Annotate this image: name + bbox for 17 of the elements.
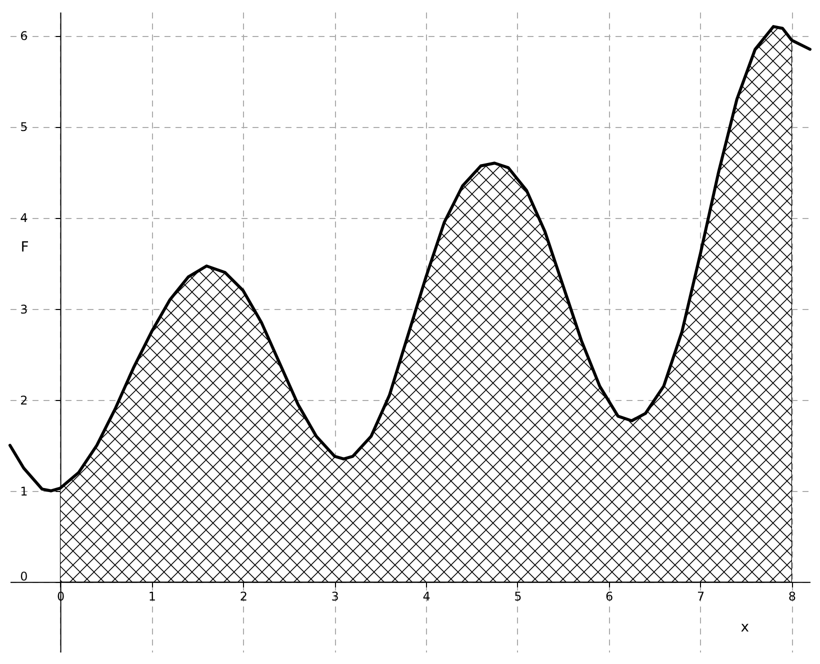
x-tick-label: 2	[240, 589, 248, 604]
y-tick-label: 6	[20, 29, 28, 44]
x-tick-label: 6	[606, 589, 614, 604]
y-tick-label: 2	[20, 393, 28, 408]
x-tick-label: 3	[331, 589, 339, 604]
y-tick-label: 1	[20, 484, 28, 498]
y-tick-label: 4	[20, 211, 28, 226]
y-tick-label: 3	[20, 302, 28, 316]
y-axis-title: F	[20, 240, 29, 256]
x-tick-label: 1	[148, 589, 156, 604]
x-tick-label: 7	[696, 589, 705, 604]
x-tick-label: 8	[788, 589, 796, 604]
x-tick-label: 4	[422, 589, 430, 604]
x-axis-title: x	[740, 619, 750, 636]
y-tick-label: 0	[20, 569, 28, 584]
x-tick-label: 5	[514, 589, 522, 604]
y-tick-label: 5	[20, 120, 28, 134]
